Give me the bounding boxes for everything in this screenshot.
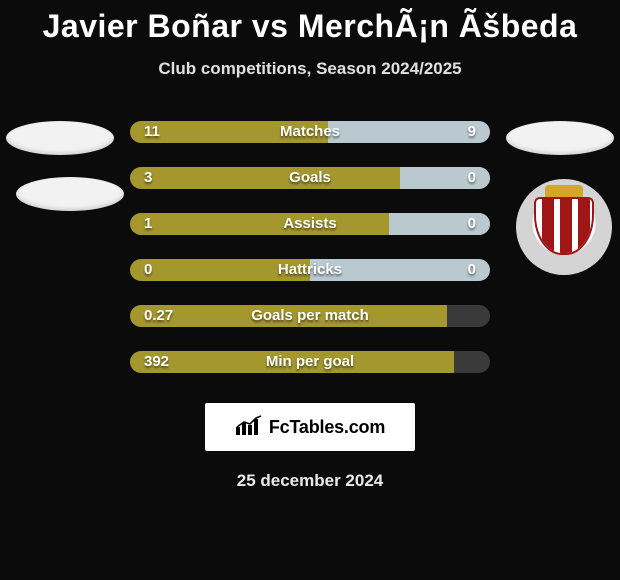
stat-label: Goals per match bbox=[130, 305, 490, 327]
stat-value-left: 0 bbox=[144, 259, 152, 281]
footer-date: 25 december 2024 bbox=[0, 471, 620, 491]
stat-value-right: 9 bbox=[468, 121, 476, 143]
stat-value-right: 0 bbox=[468, 259, 476, 281]
player-left-placeholder-1 bbox=[6, 121, 114, 155]
club-crest-right bbox=[516, 179, 612, 275]
page-title: Javier Boñar vs MerchÃ¡n Ãšbeda bbox=[0, 8, 620, 45]
stat-bar: 30Goals bbox=[130, 167, 490, 189]
stat-value-left: 0.27 bbox=[144, 305, 173, 327]
stat-value-left: 11 bbox=[144, 121, 160, 143]
stat-value-left: 3 bbox=[144, 167, 152, 189]
club-crest-icon bbox=[534, 191, 594, 263]
brand-text: FcTables.com bbox=[269, 417, 385, 438]
content-area: 11 9Matches 30Goals 10Assists 0 0Hattricks 0.2… bbox=[0, 121, 620, 373]
stat-value-left: 392 bbox=[144, 351, 169, 373]
player-left-placeholder-2 bbox=[16, 177, 124, 211]
stat-bar: 0 0Hattricks bbox=[130, 259, 490, 281]
stats-bars: 11 9Matches 30Goals 10Assists 0 0Hattricks 0.2… bbox=[130, 121, 490, 373]
stat-bar: 10Assists bbox=[130, 213, 490, 235]
stat-bar: 0.27Goals per match bbox=[130, 305, 490, 327]
stat-bar: 392Min per goal bbox=[130, 351, 490, 373]
stat-label: Min per goal bbox=[130, 351, 490, 373]
stat-label: Hattricks bbox=[130, 259, 490, 281]
brand-chart-icon bbox=[235, 415, 263, 440]
player-right-placeholder-1 bbox=[506, 121, 614, 155]
brand-logo: FcTables.com bbox=[205, 403, 415, 451]
stat-bar: 11 9Matches bbox=[130, 121, 490, 143]
stat-label: Matches bbox=[130, 121, 490, 143]
comparison-card: Javier Boñar vs MerchÃ¡n Ãšbeda Club com… bbox=[0, 0, 620, 580]
page-subtitle: Club competitions, Season 2024/2025 bbox=[0, 59, 620, 79]
stat-value-left: 1 bbox=[144, 213, 152, 235]
